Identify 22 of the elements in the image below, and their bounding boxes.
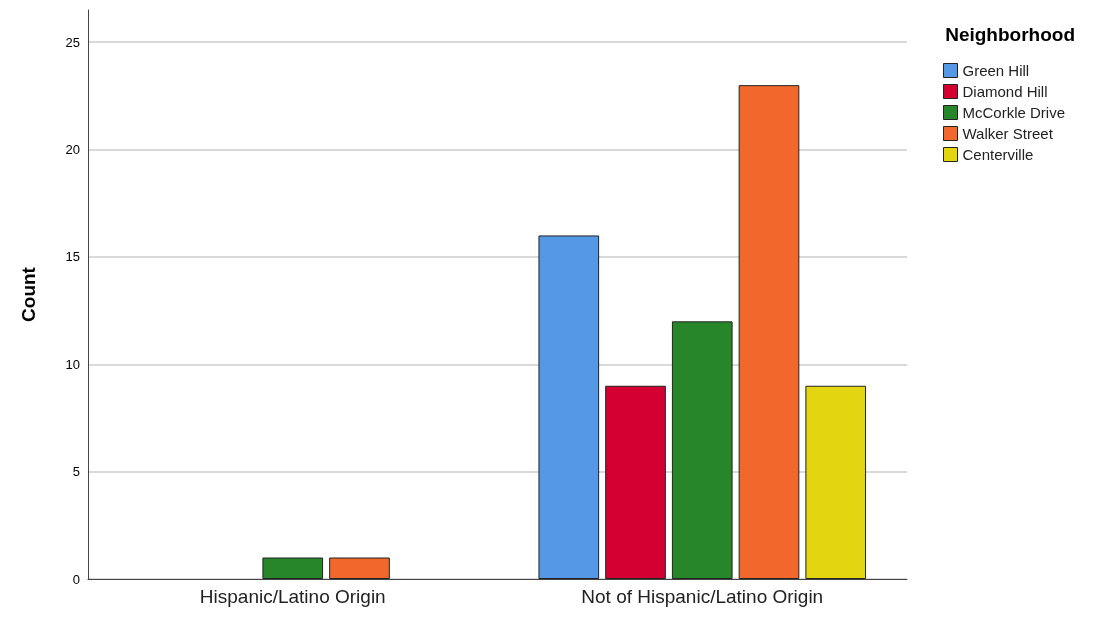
- x-tick-label: Hispanic/Latino Origin: [199, 586, 386, 607]
- y-tick-label: 20: [65, 142, 80, 158]
- legend-label: Centerville: [962, 146, 1034, 163]
- legend-label: Walker Street: [962, 125, 1054, 142]
- bar: [805, 385, 867, 579]
- bar: [262, 557, 324, 579]
- y-tick-label: 15: [65, 249, 80, 265]
- bar: [671, 321, 733, 579]
- y-tick-label: 5: [72, 464, 80, 480]
- y-tick-label: 25: [65, 34, 80, 50]
- bar: [605, 385, 666, 579]
- y-tick-label: 0: [72, 571, 80, 587]
- y-axis-title: Count: [18, 266, 39, 322]
- legend-label: Diamond Hill: [962, 83, 1048, 100]
- legend-label: McCorkle Drive: [962, 104, 1066, 121]
- bar: [329, 557, 390, 579]
- bar: [738, 85, 800, 579]
- bar: [538, 235, 600, 579]
- x-tick-label: Not of Hispanic/Latino Origin: [581, 586, 824, 607]
- legend-title: Neighborhood: [945, 24, 1075, 45]
- legend-label: Green Hill: [962, 62, 1030, 79]
- y-tick-label: 10: [65, 356, 80, 372]
